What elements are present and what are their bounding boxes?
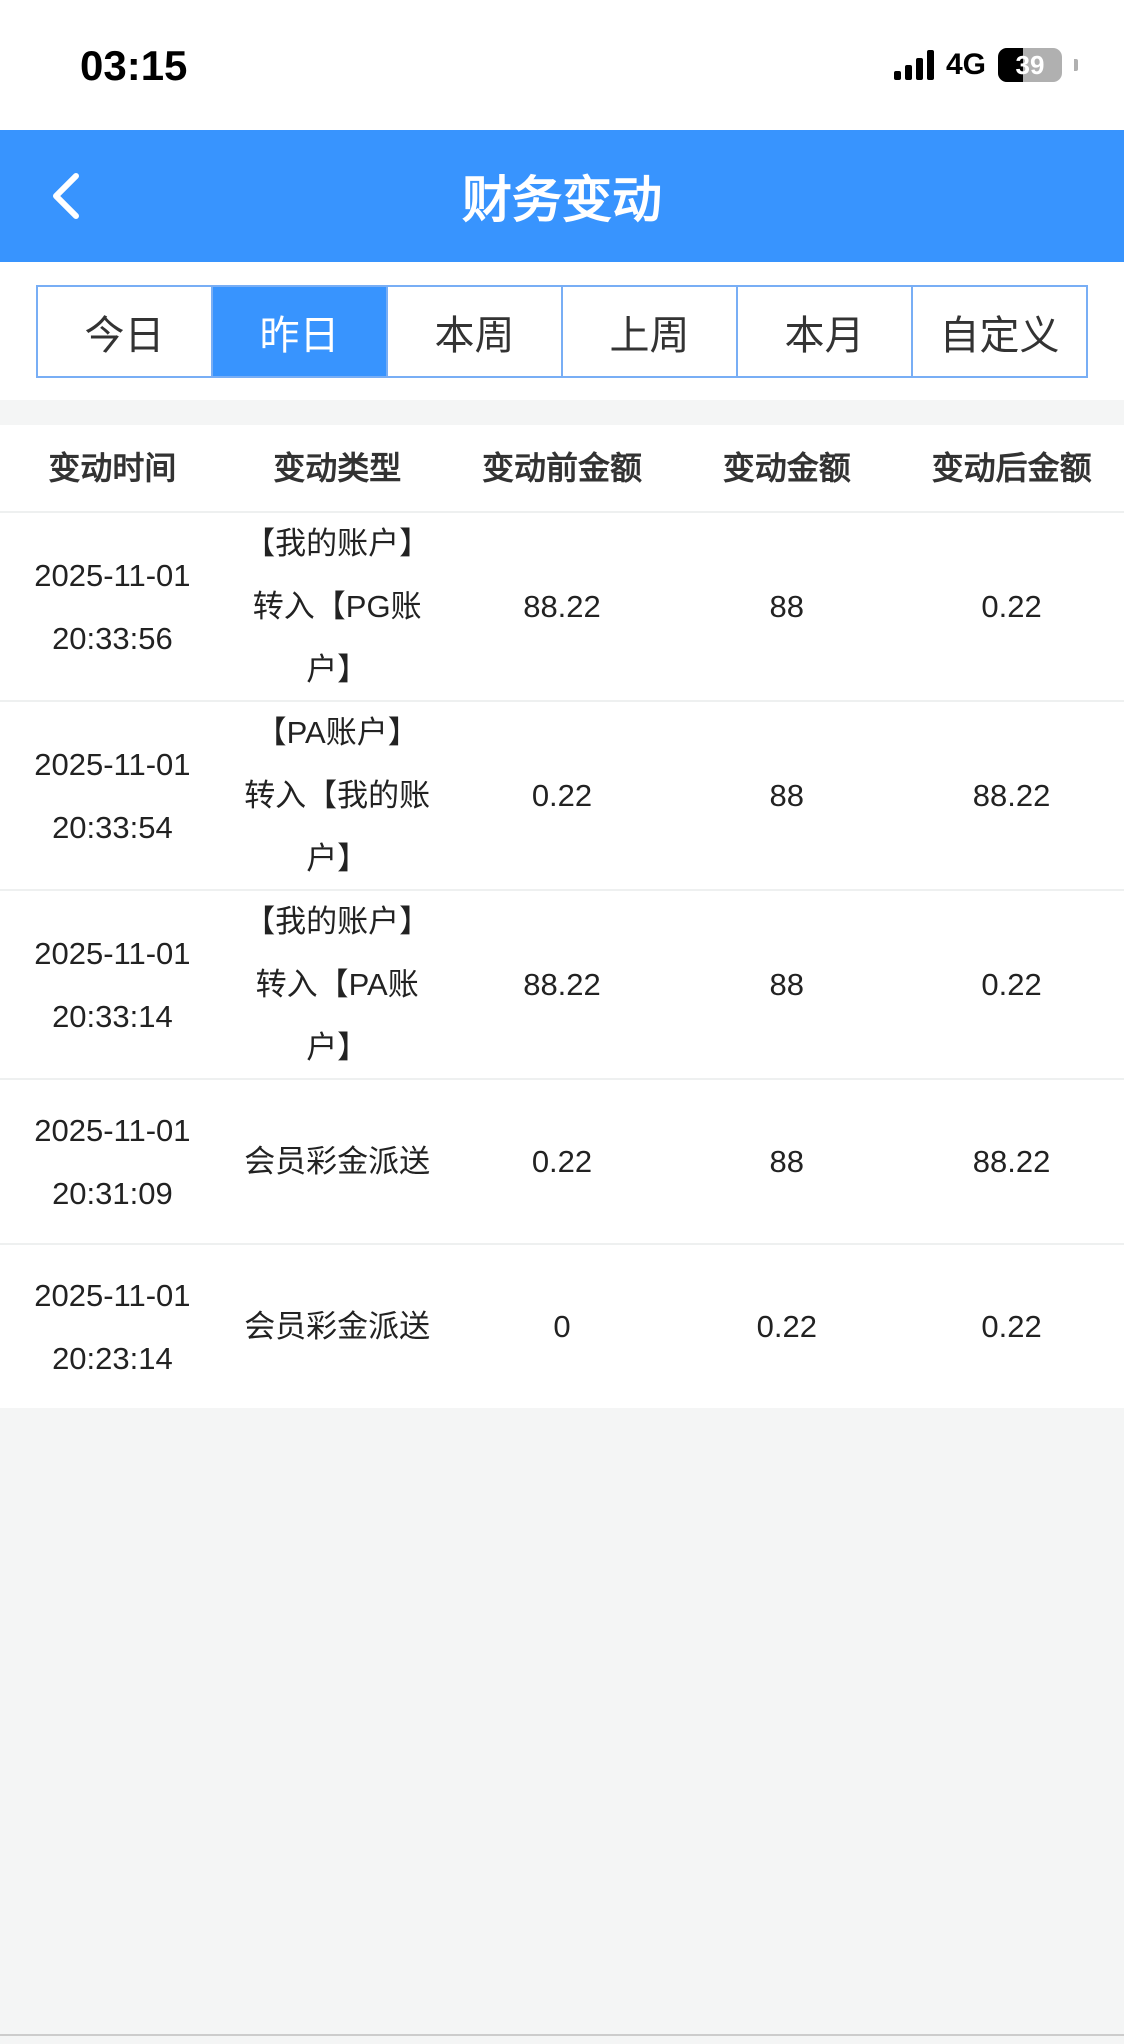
header-after: 变动后金额: [931, 449, 1092, 486]
signal-icon: [893, 50, 934, 80]
cell-after: 88.22: [972, 1144, 1051, 1179]
cell-time: 2025-11-01 20:33:54: [0, 733, 225, 859]
cell-date: 2025-11-01: [34, 1112, 191, 1148]
cell-after: 0.22: [981, 589, 1042, 624]
cell-type: 会员彩金派送: [244, 1144, 431, 1179]
page-title: 财务变动: [462, 172, 662, 228]
cell-amount: 88: [769, 967, 805, 1002]
cell-before: 0.22: [531, 1144, 593, 1179]
cell-type: 【PA账户】转入【我的账户】: [244, 715, 431, 876]
table-row: 2025-11-01 20:33:56 【我的账户】转入【PG账户】 88.22 …: [0, 513, 1124, 702]
battery-icon: 39: [998, 48, 1062, 82]
cell-amount: 88: [769, 778, 805, 813]
tab-this-month[interactable]: 本月: [736, 287, 911, 376]
table-row: 2025-11-01 20:23:14 会员彩金派送 0 0.22 0.22: [0, 1245, 1124, 1408]
cell-clock: 20:33:54: [52, 809, 173, 845]
status-bar: 03:15 4G 39: [0, 0, 1124, 130]
cell-after: 0.22: [981, 967, 1042, 1002]
cell-after: 88.22: [972, 778, 1051, 813]
cell-amount: 88: [769, 589, 805, 624]
cell-after: 0.22: [981, 1309, 1042, 1344]
network-type: 4G: [945, 48, 986, 81]
cell-before: 0: [553, 1309, 571, 1344]
cell-date: 2025-11-01: [34, 746, 191, 782]
cell-clock: 20:33:14: [52, 998, 173, 1034]
table-row: 2025-11-01 20:33:14 【我的账户】转入【PA账户】 88.22 …: [0, 891, 1124, 1080]
cell-before: 0.22: [531, 778, 593, 813]
header-amount: 变动金额: [722, 449, 851, 486]
date-range-tabs: 今日 昨日 本周 上周 本月 自定义: [36, 285, 1088, 378]
nav-header: 财务变动: [0, 130, 1124, 262]
cell-time: 2025-11-01 20:23:14: [0, 1264, 225, 1390]
cell-date: 2025-11-01: [34, 1277, 191, 1313]
tab-this-week[interactable]: 本周: [386, 287, 561, 376]
transactions-table: 变动时间 变动类型 变动前金额 变动金额 变动后金额 2025-11-01 20:…: [0, 425, 1124, 1408]
cell-date: 2025-11-01: [34, 557, 191, 593]
battery-level: 39: [1015, 49, 1045, 80]
table-header: 变动时间 变动类型 变动前金额 变动金额 变动后金额: [0, 425, 1124, 513]
cell-time: 2025-11-01 20:33:56: [0, 544, 225, 670]
cell-before: 88.22: [523, 967, 601, 1002]
chevron-left-icon: [53, 173, 79, 219]
tab-today[interactable]: 今日: [38, 287, 211, 376]
header-time: 变动时间: [48, 449, 177, 486]
back-button[interactable]: [40, 166, 100, 226]
header-type: 变动类型: [273, 449, 402, 486]
table-row: 2025-11-01 20:33:54 【PA账户】转入【我的账户】 0.22 8…: [0, 702, 1124, 891]
tab-yesterday[interactable]: 昨日: [211, 287, 386, 376]
tab-last-week[interactable]: 上周: [561, 287, 736, 376]
cell-before: 88.22: [523, 589, 601, 624]
divider: [0, 2034, 1124, 2036]
cell-clock: 20:33:56: [52, 620, 173, 656]
cell-time: 2025-11-01 20:31:09: [0, 1099, 225, 1225]
cell-clock: 20:23:14: [52, 1340, 173, 1376]
cell-date: 2025-11-01: [34, 935, 191, 971]
cell-time: 2025-11-01 20:33:14: [0, 922, 225, 1048]
cell-amount: 0.22: [756, 1309, 817, 1344]
cell-type: 【我的账户】转入【PG账户】: [244, 526, 431, 687]
clock: 03:15: [80, 42, 188, 89]
cell-amount: 88: [769, 1144, 805, 1179]
cell-type: 【我的账户】转入【PA账户】: [244, 904, 431, 1065]
tab-custom[interactable]: 自定义: [911, 287, 1086, 376]
header-before: 变动前金额: [481, 449, 642, 486]
table-row: 2025-11-01 20:31:09 会员彩金派送 0.22 88 88.22: [0, 1080, 1124, 1245]
cell-clock: 20:31:09: [52, 1175, 173, 1211]
cell-type: 会员彩金派送: [244, 1309, 431, 1344]
